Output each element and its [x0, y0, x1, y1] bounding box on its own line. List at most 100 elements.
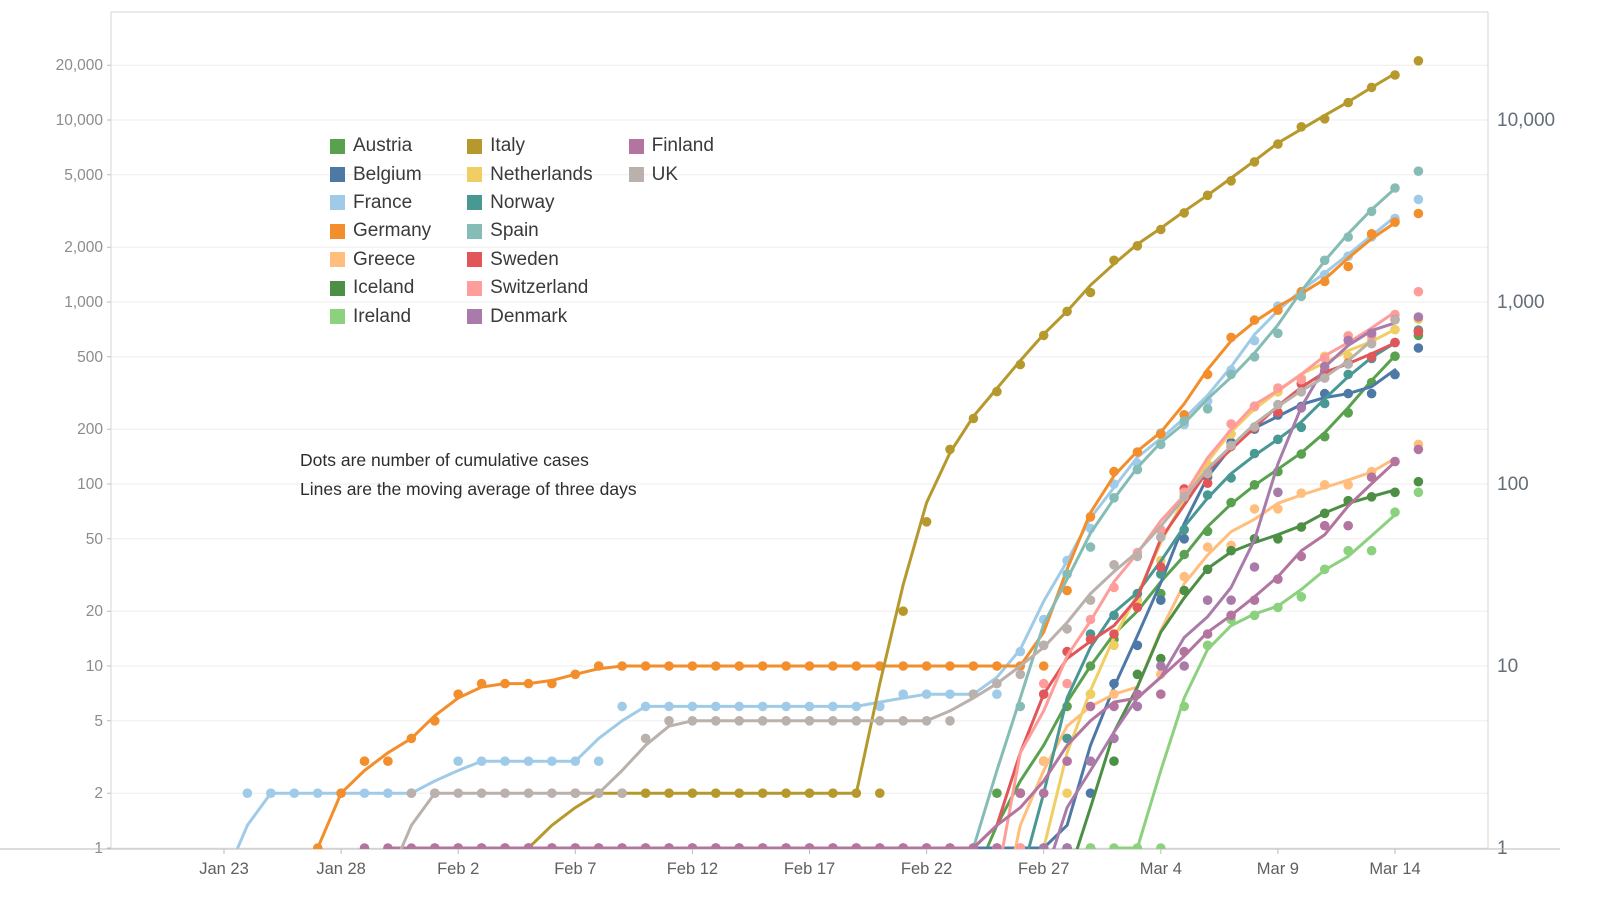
dot-italy[interactable] [828, 788, 838, 798]
dot-france[interactable] [570, 756, 581, 766]
dot-austria[interactable] [1179, 549, 1189, 560]
dot-italy[interactable] [921, 517, 932, 527]
dot-italy[interactable] [757, 788, 768, 798]
dot-ireland[interactable] [1319, 564, 1330, 575]
legend-item-sweden[interactable]: Sweden [467, 246, 606, 274]
dot-sweden[interactable] [1366, 352, 1377, 362]
dot-switzerland[interactable] [1038, 678, 1049, 689]
dot-austria[interactable] [1226, 497, 1236, 508]
legend-item-norway[interactable]: Norway [467, 189, 606, 217]
dot-denmark[interactable] [1085, 756, 1096, 766]
dot-greece[interactable] [1038, 756, 1049, 766]
dot-germany[interactable] [500, 678, 510, 689]
dot-italy[interactable] [734, 788, 744, 798]
dot-germany[interactable] [1156, 429, 1166, 439]
dot-uk[interactable] [523, 788, 534, 798]
dot-france[interactable] [359, 788, 370, 798]
dot-norway[interactable] [1249, 448, 1260, 459]
dot-belgium[interactable] [1156, 595, 1166, 605]
legend-item-denmark[interactable]: Denmark [467, 302, 606, 330]
dot-france[interactable] [453, 756, 464, 766]
dot-finland[interactable] [968, 843, 979, 853]
dot-finland[interactable] [1202, 629, 1213, 639]
dot-iceland[interactable] [1132, 669, 1143, 680]
dot-finland[interactable] [1038, 788, 1049, 798]
dot-germany[interactable] [523, 678, 534, 689]
dot-italy[interactable] [898, 606, 908, 616]
dot-spain[interactable] [1156, 439, 1166, 450]
dot-finland[interactable] [1366, 472, 1377, 483]
dot-finland[interactable] [851, 843, 862, 853]
dot-finland[interactable] [664, 843, 674, 853]
dot-sweden[interactable] [1413, 326, 1424, 337]
dot-spain[interactable] [1319, 255, 1330, 266]
dot-uk[interactable] [875, 716, 885, 726]
dot-germany[interactable] [383, 756, 393, 766]
dot-austria[interactable] [1390, 351, 1400, 362]
dot-finland[interactable] [711, 843, 721, 853]
dot-austria[interactable] [1343, 408, 1353, 418]
dot-germany[interactable] [430, 716, 440, 726]
dot-germany[interactable] [804, 661, 815, 671]
dot-italy[interactable] [1179, 208, 1189, 218]
dot-switzerland[interactable] [1249, 401, 1260, 411]
dot-germany[interactable] [1390, 217, 1400, 227]
dot-greece[interactable] [1343, 480, 1353, 490]
dot-germany[interactable] [1273, 305, 1283, 316]
dot-belgium[interactable] [1132, 640, 1143, 651]
dot-france[interactable] [1202, 396, 1213, 407]
dot-france[interactable] [945, 689, 955, 699]
dot-uk[interactable] [1132, 551, 1143, 562]
dot-finland[interactable] [617, 843, 627, 853]
dot-finland[interactable] [359, 843, 370, 853]
dot-france[interactable] [898, 689, 908, 699]
dot-italy[interactable] [711, 788, 721, 798]
dot-uk[interactable] [968, 689, 979, 699]
dot-finland[interactable] [828, 843, 838, 853]
dot-italy[interactable] [1132, 241, 1143, 251]
dot-denmark[interactable] [1296, 403, 1307, 413]
dot-belgium[interactable] [1109, 678, 1119, 689]
dot-uk[interactable] [1156, 532, 1166, 542]
dot-uk[interactable] [1085, 595, 1096, 605]
series-belgium[interactable] [482, 343, 1424, 900]
dot-france[interactable] [921, 689, 932, 699]
dot-finland[interactable] [383, 843, 393, 853]
dot-uk[interactable] [898, 716, 908, 726]
dot-switzerland[interactable] [1413, 286, 1424, 297]
dot-norway[interactable] [1226, 473, 1236, 483]
dot-uk[interactable] [1249, 422, 1260, 432]
dot-germany[interactable] [1249, 315, 1260, 325]
dot-denmark[interactable] [1273, 487, 1283, 498]
dot-france[interactable] [804, 701, 815, 712]
dot-uk[interactable] [406, 788, 417, 798]
dot-italy[interactable] [1366, 82, 1377, 93]
dot-france[interactable] [1015, 646, 1026, 657]
dot-ireland[interactable] [1273, 602, 1283, 613]
dot-germany[interactable] [406, 733, 417, 744]
dot-greece[interactable] [1179, 571, 1189, 582]
dot-uk[interactable] [1319, 373, 1330, 383]
dot-spain[interactable] [1226, 369, 1236, 380]
dot-ireland[interactable] [1132, 843, 1143, 853]
dot-spain[interactable] [1273, 328, 1283, 339]
dot-switzerland[interactable] [1085, 614, 1096, 625]
dot-germany[interactable] [734, 661, 744, 671]
dot-germany[interactable] [1226, 332, 1236, 343]
legend-item-france[interactable]: France [330, 189, 445, 217]
legend-item-spain[interactable]: Spain [467, 217, 606, 245]
dot-greece[interactable] [1319, 480, 1330, 490]
dot-spain[interactable] [1390, 183, 1400, 193]
dot-spain[interactable] [1296, 291, 1307, 302]
legend-item-greece[interactable]: Greece [330, 246, 445, 274]
dot-denmark[interactable] [1038, 843, 1049, 853]
dot-uk[interactable] [476, 788, 487, 798]
dot-ireland[interactable] [1296, 592, 1307, 602]
dot-uk[interactable] [828, 716, 838, 726]
dot-denmark[interactable] [1319, 361, 1330, 372]
dot-spain[interactable] [1202, 404, 1213, 414]
dot-spain[interactable] [1132, 464, 1143, 475]
dot-uk[interactable] [992, 678, 1002, 689]
dot-spain[interactable] [1062, 569, 1072, 579]
dot-sweden[interactable] [1156, 562, 1166, 572]
